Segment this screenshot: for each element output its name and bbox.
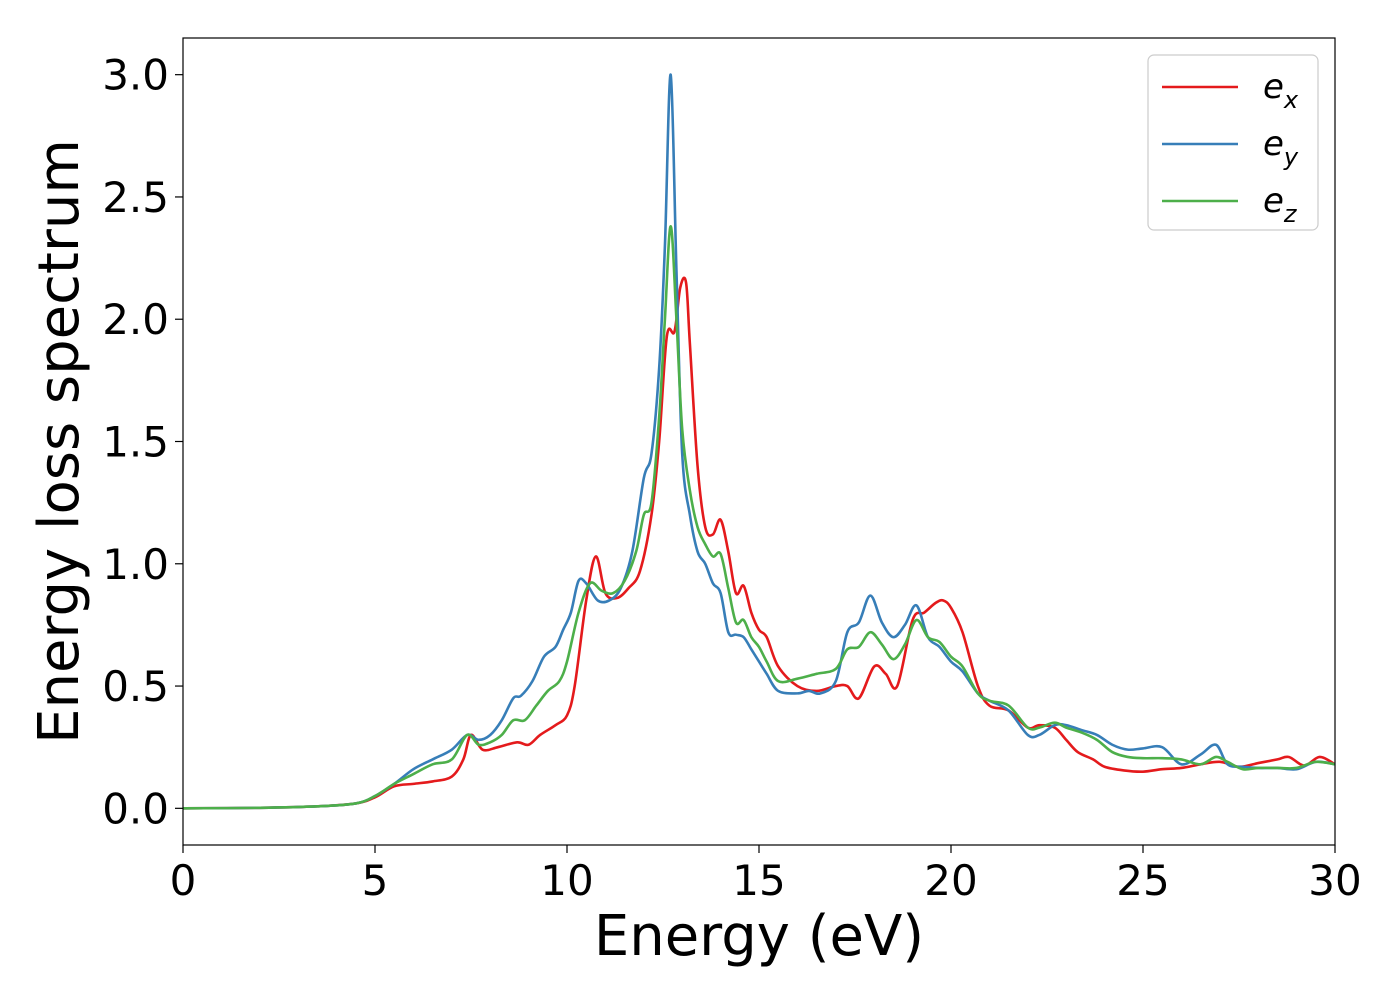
y-tick-label: 1.5 (102, 418, 169, 467)
y-axis: 0.0 0.5 1.0 1.5 2.0 2.5 3.0 (102, 51, 183, 833)
series-line-x (183, 276, 1335, 810)
legend-label-subscript: x (1283, 86, 1299, 114)
series-line-z (183, 225, 1335, 810)
legend-label-subscript: y (1283, 143, 1299, 171)
legend-label-subscript: z (1283, 200, 1298, 228)
series-line-y (183, 73, 1335, 810)
y-axis-title: Energy loss spectrum (27, 139, 92, 744)
x-axis-title: Energy (eV) (594, 904, 924, 969)
y-tick-label: 2.0 (102, 295, 169, 344)
legend-box (1147, 54, 1319, 231)
x-tick-label: 15 (732, 856, 785, 905)
plot-lines (183, 73, 1335, 810)
x-axis: 0 5 10 15 20 25 30 (170, 845, 1362, 905)
x-tick-label: 30 (1308, 856, 1361, 905)
x-tick-label: 5 (362, 856, 389, 905)
x-tick-label: 10 (540, 856, 593, 905)
y-tick-label: 2.5 (102, 173, 169, 222)
x-tick-label: 25 (1116, 856, 1169, 905)
x-tick-label: 20 (924, 856, 977, 905)
x-tick-label: 0 (170, 856, 197, 905)
y-tick-label: 0.0 (102, 784, 169, 833)
y-tick-label: 3.0 (102, 51, 169, 100)
y-tick-label: 1.0 (102, 540, 169, 589)
y-tick-label: 0.5 (102, 662, 169, 711)
legend-label-z: ez (1263, 181, 1298, 228)
